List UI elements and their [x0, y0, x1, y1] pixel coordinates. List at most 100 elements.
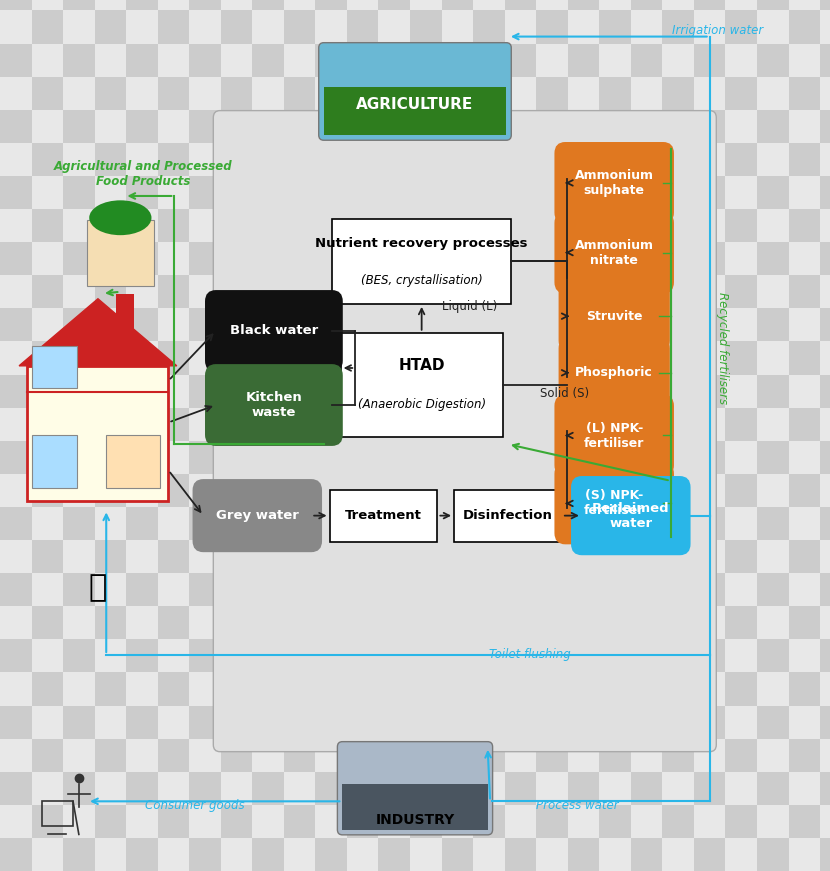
Text: Ammonium
nitrate: Ammonium nitrate: [574, 239, 654, 267]
Bar: [189, 507, 221, 540]
Bar: [442, 375, 473, 408]
Bar: [221, 10, 252, 44]
Bar: [378, 44, 410, 77]
Bar: [221, 77, 252, 110]
Bar: [378, 77, 410, 110]
Bar: [599, 308, 631, 341]
Bar: [536, 176, 568, 209]
Bar: [95, 308, 126, 341]
Bar: [284, 672, 315, 706]
Bar: [378, 10, 410, 44]
Bar: [473, 672, 505, 706]
Bar: [599, 375, 631, 408]
Text: AGRICULTURE: AGRICULTURE: [356, 97, 474, 112]
Bar: [32, 436, 77, 488]
Bar: [662, 275, 694, 308]
Bar: [32, 441, 63, 474]
Bar: [32, 242, 63, 275]
Bar: [126, 10, 158, 44]
Bar: [0, 308, 32, 341]
Bar: [757, 441, 788, 474]
Bar: [32, 639, 63, 672]
Text: Ammonium
sulphate: Ammonium sulphate: [574, 169, 654, 197]
Bar: [757, 573, 788, 606]
FancyBboxPatch shape: [319, 43, 511, 140]
Bar: [87, 220, 154, 286]
Bar: [410, 706, 442, 739]
Bar: [63, 176, 95, 209]
Bar: [347, 0, 378, 10]
Bar: [599, 10, 631, 44]
Bar: [315, 10, 347, 44]
Bar: [536, 772, 568, 805]
Bar: [568, 441, 599, 474]
Bar: [599, 275, 631, 308]
Bar: [95, 408, 126, 441]
Bar: [820, 176, 830, 209]
Bar: [347, 441, 378, 474]
Bar: [315, 606, 347, 639]
Bar: [95, 441, 126, 474]
Bar: [158, 375, 189, 408]
Bar: [221, 639, 252, 672]
Bar: [505, 275, 536, 308]
Bar: [505, 44, 536, 77]
Bar: [95, 639, 126, 672]
Bar: [599, 176, 631, 209]
Bar: [284, 474, 315, 507]
Bar: [820, 110, 830, 143]
Bar: [536, 805, 568, 838]
Bar: [631, 44, 662, 77]
Bar: [95, 0, 126, 10]
Bar: [63, 375, 95, 408]
FancyBboxPatch shape: [555, 463, 673, 544]
Bar: [410, 573, 442, 606]
Bar: [599, 606, 631, 639]
Bar: [820, 772, 830, 805]
Bar: [252, 209, 284, 242]
Bar: [252, 639, 284, 672]
Bar: [473, 44, 505, 77]
Bar: [694, 408, 725, 441]
Bar: [536, 242, 568, 275]
Bar: [694, 573, 725, 606]
Bar: [32, 341, 63, 375]
Bar: [788, 143, 820, 176]
Bar: [788, 10, 820, 44]
Bar: [694, 838, 725, 871]
Bar: [284, 639, 315, 672]
Bar: [189, 375, 221, 408]
Bar: [505, 0, 536, 10]
Bar: [631, 805, 662, 838]
Bar: [536, 606, 568, 639]
Bar: [662, 805, 694, 838]
Bar: [568, 606, 599, 639]
Bar: [158, 441, 189, 474]
Bar: [473, 77, 505, 110]
Bar: [473, 110, 505, 143]
Bar: [410, 10, 442, 44]
Bar: [330, 490, 437, 542]
Bar: [189, 341, 221, 375]
Bar: [63, 275, 95, 308]
Bar: [725, 110, 757, 143]
Bar: [694, 540, 725, 573]
Bar: [725, 341, 757, 375]
Bar: [568, 341, 599, 375]
Bar: [63, 706, 95, 739]
Bar: [284, 110, 315, 143]
Bar: [378, 110, 410, 143]
Bar: [284, 772, 315, 805]
Bar: [378, 573, 410, 606]
Bar: [189, 44, 221, 77]
Bar: [95, 209, 126, 242]
Bar: [284, 739, 315, 772]
Bar: [820, 706, 830, 739]
Bar: [536, 77, 568, 110]
Bar: [32, 10, 63, 44]
Bar: [63, 639, 95, 672]
Bar: [694, 639, 725, 672]
Bar: [221, 176, 252, 209]
Bar: [505, 242, 536, 275]
Text: Black water: Black water: [230, 325, 318, 337]
